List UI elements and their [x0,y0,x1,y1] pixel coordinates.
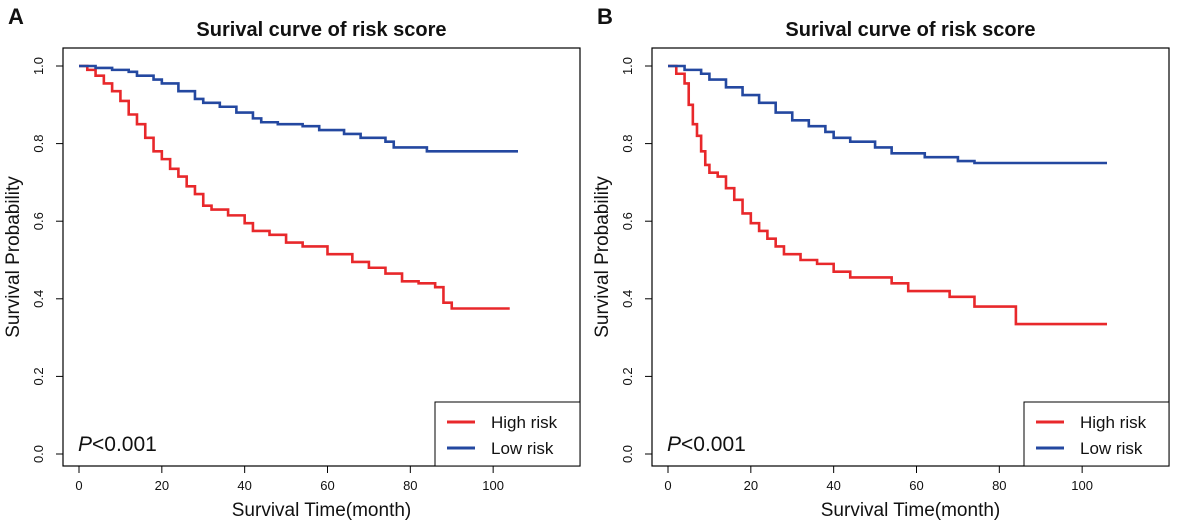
p-value-text: <0.001 [92,433,157,456]
y-tick-label: 0.4 [31,290,46,308]
y-axis-label: Survival Probability [592,176,613,338]
y-tick-label: 0.2 [31,367,46,385]
x-axis-label: Survival Time(month) [232,500,412,521]
legend-label: Low risk [491,439,554,458]
legend-label: Low risk [1080,439,1143,458]
survival-curve-high-risk [668,64,1107,326]
survival-curve-low-risk [79,64,518,153]
x-tick-label: 40 [826,478,840,493]
x-axis-label: Survival Time(month) [821,500,1001,521]
survival-curve-high-risk [79,64,510,310]
x-tick-label: 40 [237,478,251,493]
panel-b: B Surival curve of risk score 0 20 40 60 80 100… [589,0,1178,522]
x-tick-label: 0 [75,478,82,493]
km-chart-a: A Surival curve of risk score 0 20 40 60 80 100… [3,4,581,521]
x-tick-label: 80 [403,478,417,493]
y-tick-label: 0.6 [620,212,635,230]
y-tick-label: 0.0 [620,445,635,463]
y-tick-label: 0.6 [31,212,46,230]
chart-title: Surival curve of risk score [196,19,446,41]
x-tick-label: 0 [664,478,671,493]
y-tick-label: 0.8 [31,135,46,153]
panel-label: A [8,4,24,29]
survival-curve-low-risk [668,64,1107,165]
p-value-annotation: P<0.001 [78,433,157,456]
legend-box [434,401,581,467]
legend-label: High risk [491,413,558,432]
x-tick-label: 80 [992,478,1006,493]
x-tick-label: 100 [482,478,504,493]
km-chart-b: B Surival curve of risk score 0 20 40 60 80 100… [592,4,1170,521]
x-tick-label: 100 [1071,478,1093,493]
p-value-symbol: P [78,433,92,456]
x-tick-label: 20 [155,478,169,493]
legend-label: High risk [1080,413,1147,432]
chart-title: Surival curve of risk score [785,19,1035,41]
y-tick-label: 0.0 [31,445,46,463]
y-tick-label: 0.4 [620,290,635,308]
p-value-text: <0.001 [681,433,746,456]
x-tick-label: 60 [909,478,923,493]
y-tick-label: 0.2 [620,367,635,385]
y-tick-label: 0.8 [620,135,635,153]
y-tick-label: 1.0 [620,57,635,75]
p-value-symbol: P [667,433,681,456]
panel-a: A Surival curve of risk score 0 20 40 60 80 100… [3,4,581,521]
x-tick-label: 20 [744,478,758,493]
y-tick-label: 1.0 [31,57,46,75]
x-tick-label: 60 [320,478,334,493]
y-axis-label: Survival Probability [3,176,24,338]
legend-box [1023,401,1170,467]
panel-label: B [597,4,613,29]
p-value-annotation: P<0.001 [667,433,746,456]
